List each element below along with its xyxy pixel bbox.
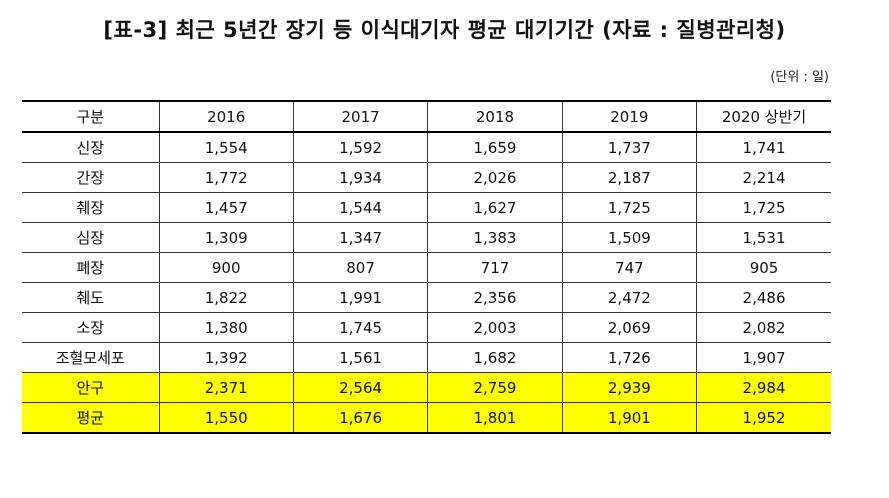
table-cell: 1,676 [292,402,429,434]
table-cell: 1,737 [561,131,698,163]
table-cell: 1,745 [292,312,429,343]
table-cell: 1,531 [696,222,831,253]
table-row: 안구 2,371 2,564 2,759 2,939 2,984 [22,372,831,403]
table-row: 간장 1,772 1,934 2,026 2,187 2,214 [22,162,831,193]
table-cell: 1,952 [696,402,831,434]
row-label: 조혈모세포 [22,342,160,373]
header-2017: 2017 [292,100,429,133]
table-title: [표-3] 최근 5년간 장기 등 이식대기자 평균 대기기간 (자료 : 질병… [103,18,786,42]
table-cell: 1,907 [696,342,831,373]
table-row: 평균 1,550 1,676 1,801 1,901 1,952 [22,402,831,434]
table-cell: 717 [427,252,563,283]
table-cell: 1,725 [561,192,698,223]
table-cell: 2,939 [561,372,698,403]
row-label: 췌도 [22,282,160,313]
header-2016: 2016 [158,100,294,133]
table-cell: 1,347 [292,222,429,253]
table-cell: 1,822 [158,282,294,313]
row-label: 폐장 [22,252,160,283]
table-cell: 1,741 [696,131,831,163]
table-cell: 2,069 [561,312,698,343]
row-label: 췌장 [22,192,160,223]
table-cell: 1,991 [292,282,429,313]
table-cell: 1,309 [158,222,294,253]
row-label: 심장 [22,222,160,253]
table-cell: 1,561 [292,342,429,373]
table-cell: 2,003 [427,312,563,343]
table-cell: 900 [158,252,294,283]
table-cell: 1,801 [427,402,563,434]
table-cell: 2,082 [696,312,831,343]
table-cell: 2,759 [427,372,563,403]
table-cell: 2,564 [292,372,429,403]
row-label: 평균 [22,402,160,434]
table-cell: 2,187 [561,162,698,193]
row-label: 안구 [22,372,160,403]
table-cell: 2,984 [696,372,831,403]
table-cell: 2,214 [696,162,831,193]
table-cell: 1,772 [158,162,294,193]
table-cell: 1,901 [561,402,698,434]
table-cell: 2,371 [158,372,294,403]
row-label: 소장 [22,312,160,343]
table-cell: 2,486 [696,282,831,313]
table-cell: 1,457 [158,192,294,223]
table-cell: 905 [696,252,831,283]
table-row: 조혈모세포 1,392 1,561 1,682 1,726 1,907 [22,342,831,373]
table-cell: 747 [561,252,698,283]
table-cell: 1,725 [696,192,831,223]
table-row: 신장 1,554 1,592 1,659 1,737 1,741 [22,131,831,163]
header-2020-h1: 2020 상반기 [696,100,831,133]
table-body: 신장 1,554 1,592 1,659 1,737 1,741 간장 1,772 1,934 2… [22,131,831,434]
table-header-row: 구분 2016 2017 2018 2019 2020 상반기 [22,100,831,133]
table-cell: 1,554 [158,131,294,163]
table-cell: 1,550 [158,402,294,434]
table-row: 췌장 1,457 1,544 1,627 1,725 1,725 [22,192,831,223]
table-cell: 1,934 [292,162,429,193]
header-2018: 2018 [427,100,563,133]
table-cell: 1,659 [427,131,563,163]
table-cell: 1,383 [427,222,563,253]
row-label: 신장 [22,131,160,163]
header-2019: 2019 [561,100,698,133]
table-cell: 1,509 [561,222,698,253]
table-cell: 2,026 [427,162,563,193]
table-cell: 1,682 [427,342,563,373]
table-cell: 1,380 [158,312,294,343]
unit-note: (단위 : 일) [770,70,829,85]
table-row: 폐장 900 807 717 747 905 [22,252,831,283]
table-cell: 2,472 [561,282,698,313]
table-cell: 2,356 [427,282,563,313]
table-cell: 1,627 [427,192,563,223]
header-category: 구분 [22,100,160,133]
table-cell: 1,392 [158,342,294,373]
table-row: 심장 1,309 1,347 1,383 1,509 1,531 [22,222,831,253]
table-cell: 807 [292,252,429,283]
table-cell: 1,726 [561,342,698,373]
table-cell: 1,592 [292,131,429,163]
table-row: 췌도 1,822 1,991 2,356 2,472 2,486 [22,282,831,313]
table-cell: 1,544 [292,192,429,223]
table-row: 소장 1,380 1,745 2,003 2,069 2,082 [22,312,831,343]
row-label: 간장 [22,162,160,193]
waiting-period-table: 구분 2016 2017 2018 2019 2020 상반기 신장 1,554 1… [22,100,831,434]
